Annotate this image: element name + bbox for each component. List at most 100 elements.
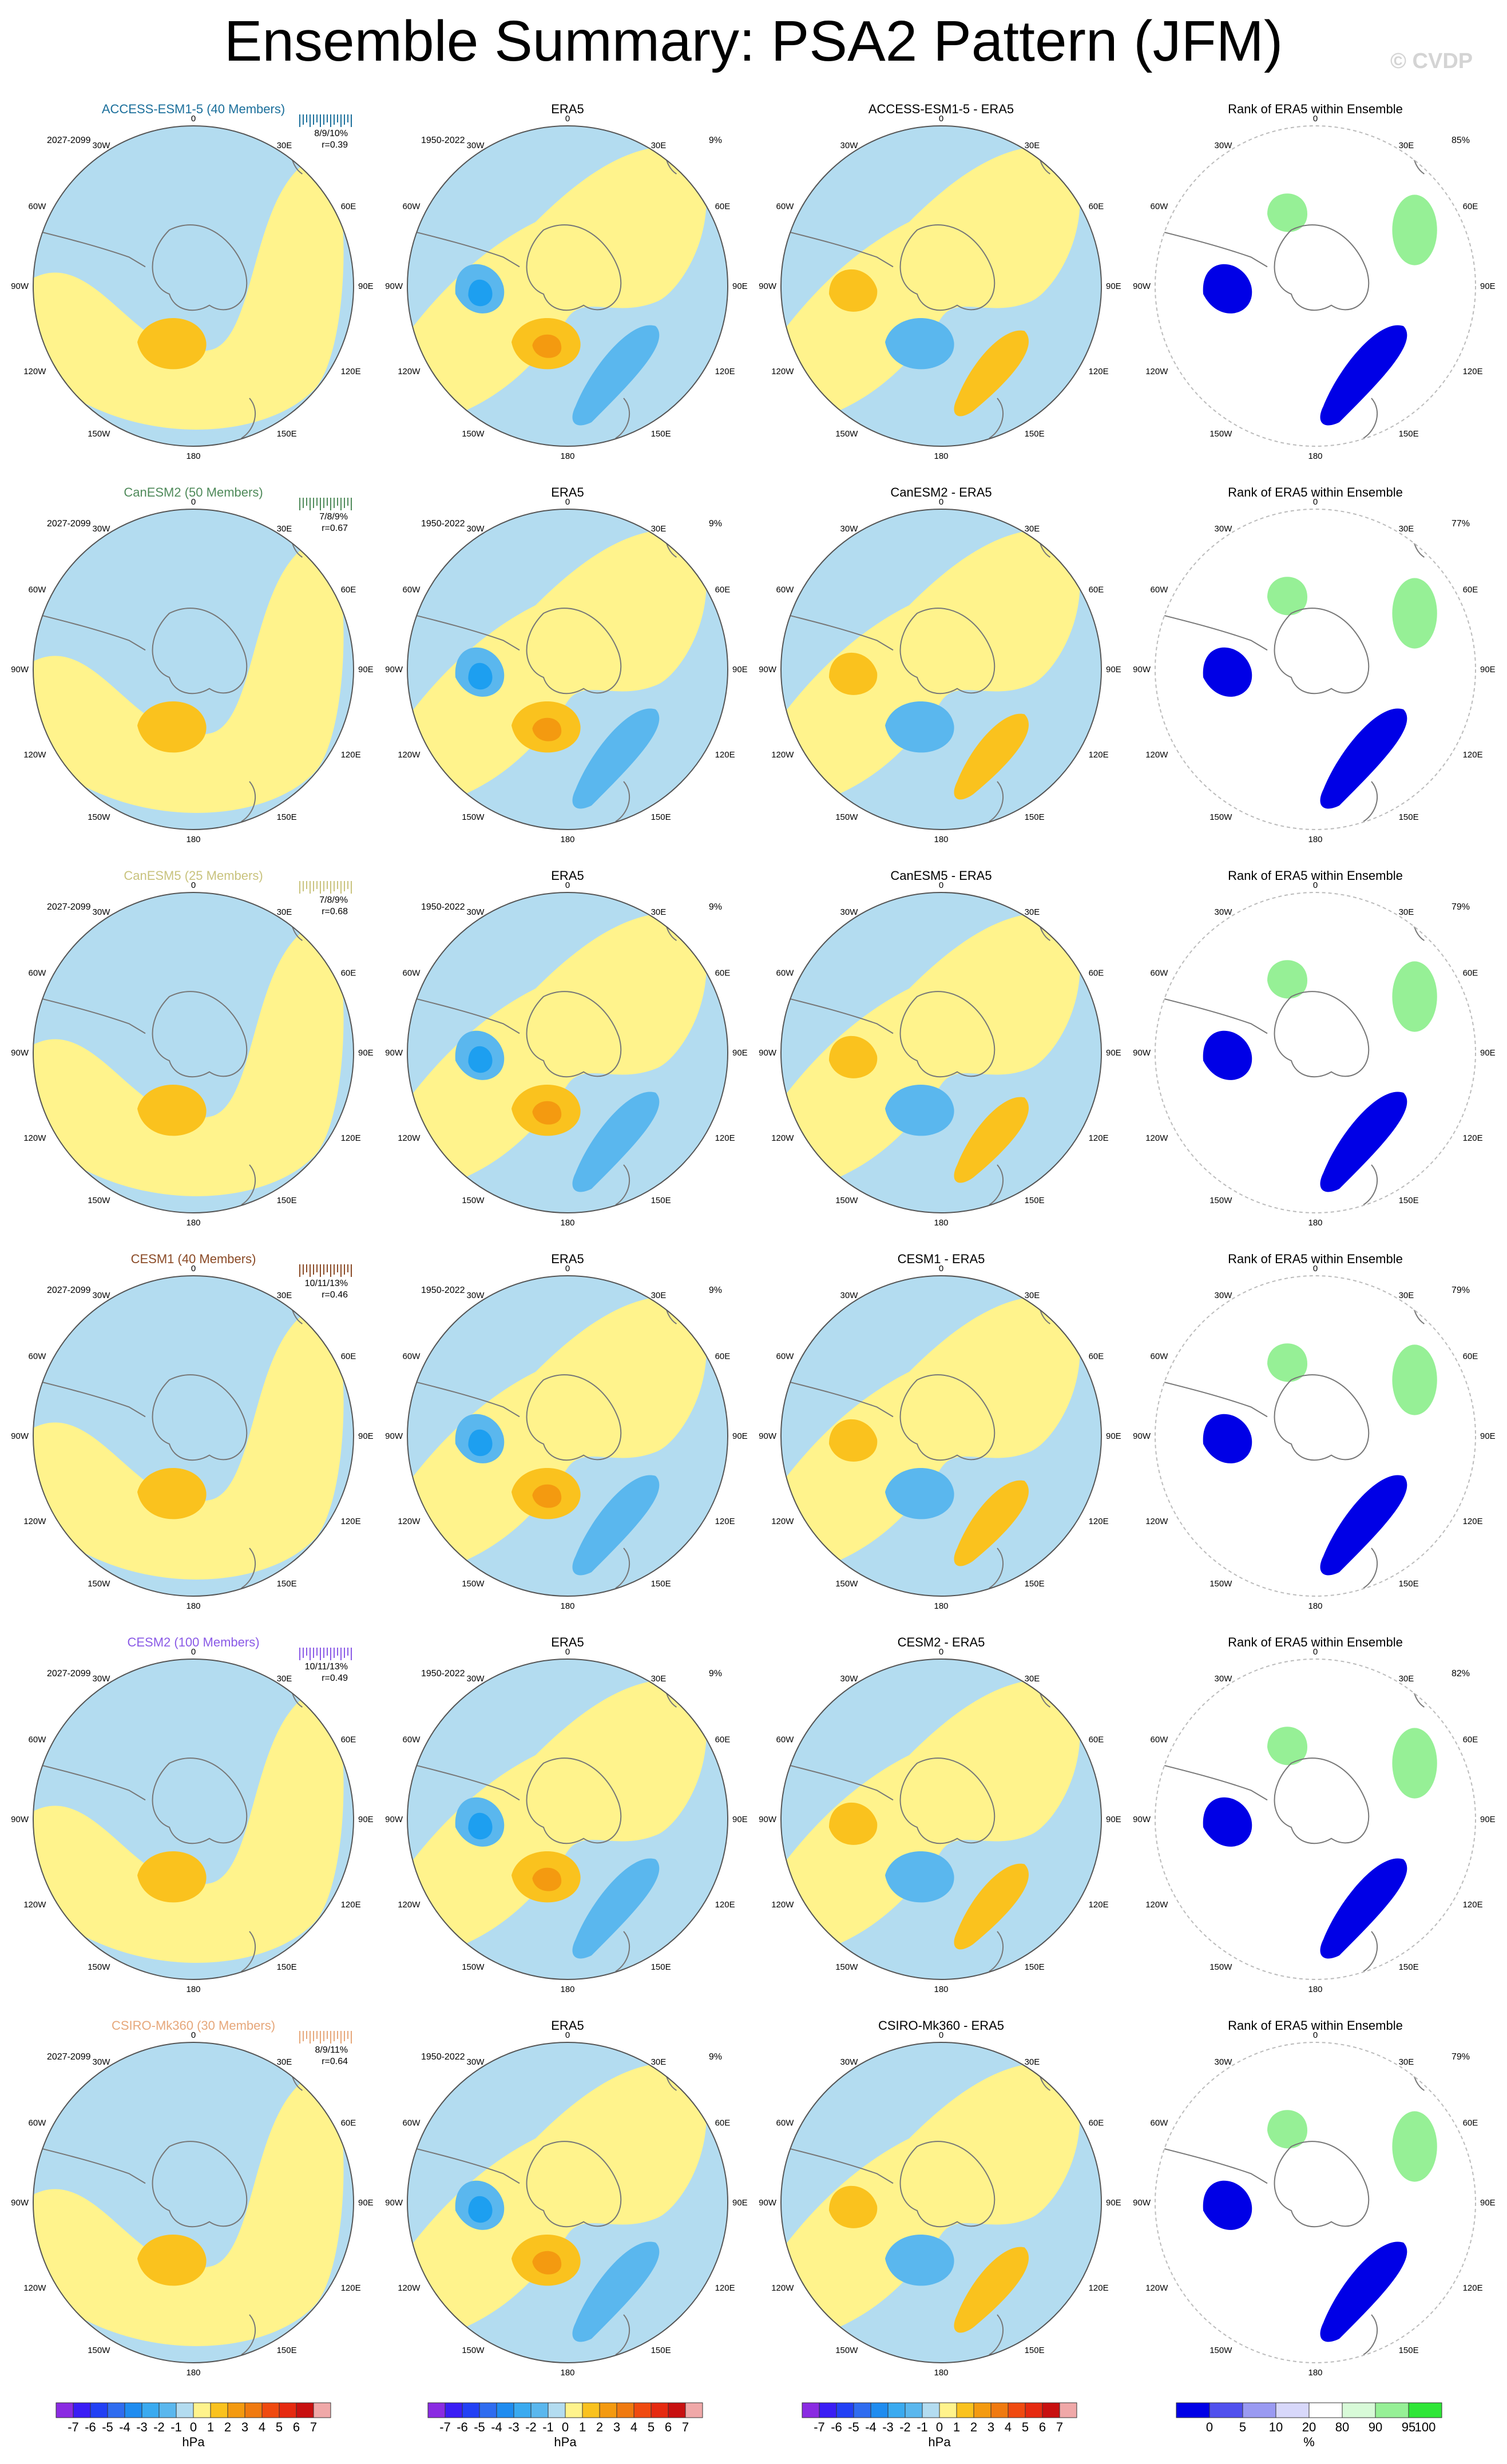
map-field bbox=[33, 126, 354, 446]
rank-low-region bbox=[1203, 2180, 1252, 2230]
lon-label: 30W bbox=[840, 524, 859, 534]
lon-label: 120W bbox=[23, 1517, 46, 1526]
lon-label: 150W bbox=[88, 1196, 110, 1205]
colorbar-swatch bbox=[802, 2402, 820, 2418]
new-zealand-coastline bbox=[1363, 781, 1378, 822]
lon-label: 60W bbox=[403, 1352, 421, 1362]
ensemble-title: CESM2 (100 Members) bbox=[127, 1635, 259, 1649]
lon-label: 60W bbox=[403, 202, 421, 212]
lon-label: 120E bbox=[715, 1517, 735, 1526]
lon-label: 30W bbox=[467, 1291, 485, 1300]
lon-label: 90W bbox=[385, 2198, 403, 2208]
lon-label: 90E bbox=[358, 1431, 374, 1441]
era5-title: ERA5 bbox=[551, 1635, 584, 1649]
lon-label: 150E bbox=[1399, 812, 1419, 822]
lon-label: 150E bbox=[277, 812, 297, 822]
lon-label: 60W bbox=[1151, 1735, 1169, 1745]
era5-title: ERA5 bbox=[551, 485, 584, 499]
lon-label: 30W bbox=[93, 2057, 111, 2067]
era5-title: ERA5 bbox=[551, 102, 584, 116]
lon-label: 90W bbox=[11, 1815, 29, 1824]
lon-label: 180 bbox=[934, 451, 948, 461]
rank-low-region bbox=[1203, 264, 1252, 314]
lon-label: 150E bbox=[277, 1579, 297, 1589]
negative-anomaly-core bbox=[572, 708, 660, 809]
member-bar bbox=[347, 498, 348, 506]
lon-label: 0 bbox=[191, 880, 196, 890]
map-border bbox=[407, 892, 728, 1213]
lon-label: 120E bbox=[1089, 750, 1109, 760]
member-bar bbox=[320, 881, 321, 894]
lon-label: 120W bbox=[1145, 1517, 1168, 1526]
antarctica-coastline bbox=[899, 1757, 996, 1844]
lon-label: 0 bbox=[1313, 1264, 1318, 1273]
map-border bbox=[780, 125, 1102, 447]
positive-anomaly-core bbox=[954, 713, 1029, 800]
member-bar bbox=[351, 114, 352, 127]
lon-label: 90E bbox=[732, 1431, 748, 1441]
lon-label: 120W bbox=[398, 750, 421, 760]
member-bar bbox=[320, 2031, 321, 2044]
negative-anomaly-core bbox=[572, 1475, 660, 1576]
member-bar bbox=[310, 114, 311, 127]
pattern-correlation: r=0.64 bbox=[322, 2057, 348, 2066]
positive-anomaly-region bbox=[33, 1307, 344, 1580]
lon-label: 0 bbox=[565, 1264, 570, 1273]
map-field bbox=[781, 1276, 1101, 1596]
colorbar-swatch bbox=[1008, 2402, 1026, 2418]
colorbar-tick-label: -1 bbox=[917, 2420, 928, 2434]
colorbar-tick-label: 1 bbox=[579, 2420, 586, 2434]
lon-label: 30W bbox=[1215, 2057, 1233, 2067]
lon-label: 90E bbox=[1106, 281, 1121, 291]
colorbar-tick-label: 3 bbox=[988, 2420, 994, 2434]
colorbar-tick-label: -7 bbox=[814, 2420, 825, 2434]
lon-label: 30E bbox=[277, 2057, 292, 2067]
positive-anomaly-peak bbox=[532, 1101, 562, 1125]
lon-label: 60W bbox=[403, 585, 421, 595]
lon-label: 150W bbox=[462, 1579, 485, 1589]
colorbar-swatch bbox=[905, 2402, 923, 2418]
rank-percent: 79% bbox=[1452, 902, 1470, 912]
lon-label: 120W bbox=[398, 367, 421, 376]
positive-anomaly-region bbox=[781, 2062, 1080, 2347]
negative-anomaly-peak bbox=[468, 1429, 493, 1457]
member-bar bbox=[310, 2031, 311, 2044]
colorbar-swatch bbox=[530, 2402, 549, 2418]
south-america-coastline bbox=[33, 1379, 146, 1418]
map-border bbox=[780, 2042, 1102, 2363]
lon-label: 120W bbox=[771, 2283, 794, 2293]
map-background bbox=[1155, 1276, 1476, 1596]
colorbar-tick-label: -3 bbox=[882, 2420, 894, 2434]
colorbar-swatch bbox=[427, 2402, 446, 2418]
period-label: 2027-2099 bbox=[47, 2052, 91, 2062]
new-zealand-coastline bbox=[989, 1164, 1004, 1205]
lon-label: 120E bbox=[341, 367, 361, 376]
member-bar bbox=[316, 114, 318, 122]
lon-label: 150E bbox=[1025, 1962, 1045, 1972]
member-bar bbox=[337, 881, 338, 889]
member-bar bbox=[323, 114, 324, 125]
colorbar-tick-label: 5 bbox=[648, 2420, 655, 2434]
hpa-colorbar: -7 -6 -5 -4 -3 -2 -1 0 1 2 3 4 5 6 7 hPa bbox=[427, 2402, 703, 2449]
colorbar-swatch bbox=[870, 2402, 889, 2418]
member-bar bbox=[351, 881, 352, 894]
new-zealand-coastline bbox=[615, 781, 630, 822]
member-bar bbox=[344, 114, 345, 125]
lon-label: 180 bbox=[1308, 835, 1322, 844]
member-bar bbox=[347, 2031, 348, 2039]
member-bar bbox=[340, 114, 342, 127]
colorbar-swatch bbox=[261, 2402, 280, 2418]
lon-label: 120E bbox=[341, 1133, 361, 1143]
colorbar-tick-label: 5 bbox=[1022, 2420, 1029, 2434]
map-field bbox=[1155, 509, 1476, 830]
lon-label: 150E bbox=[1025, 429, 1045, 439]
colorbar-swatch bbox=[651, 2402, 669, 2418]
colorbar-swatch bbox=[582, 2402, 600, 2418]
lon-label: 180 bbox=[934, 1985, 948, 1994]
pattern-correlation: r=0.67 bbox=[322, 523, 348, 533]
lon-label: 180 bbox=[934, 2368, 948, 2378]
lon-label: 150W bbox=[1209, 1579, 1232, 1589]
lon-label: 120W bbox=[23, 2283, 46, 2293]
lon-label: 150W bbox=[462, 1962, 485, 1972]
lon-label: 150W bbox=[835, 2346, 858, 2355]
